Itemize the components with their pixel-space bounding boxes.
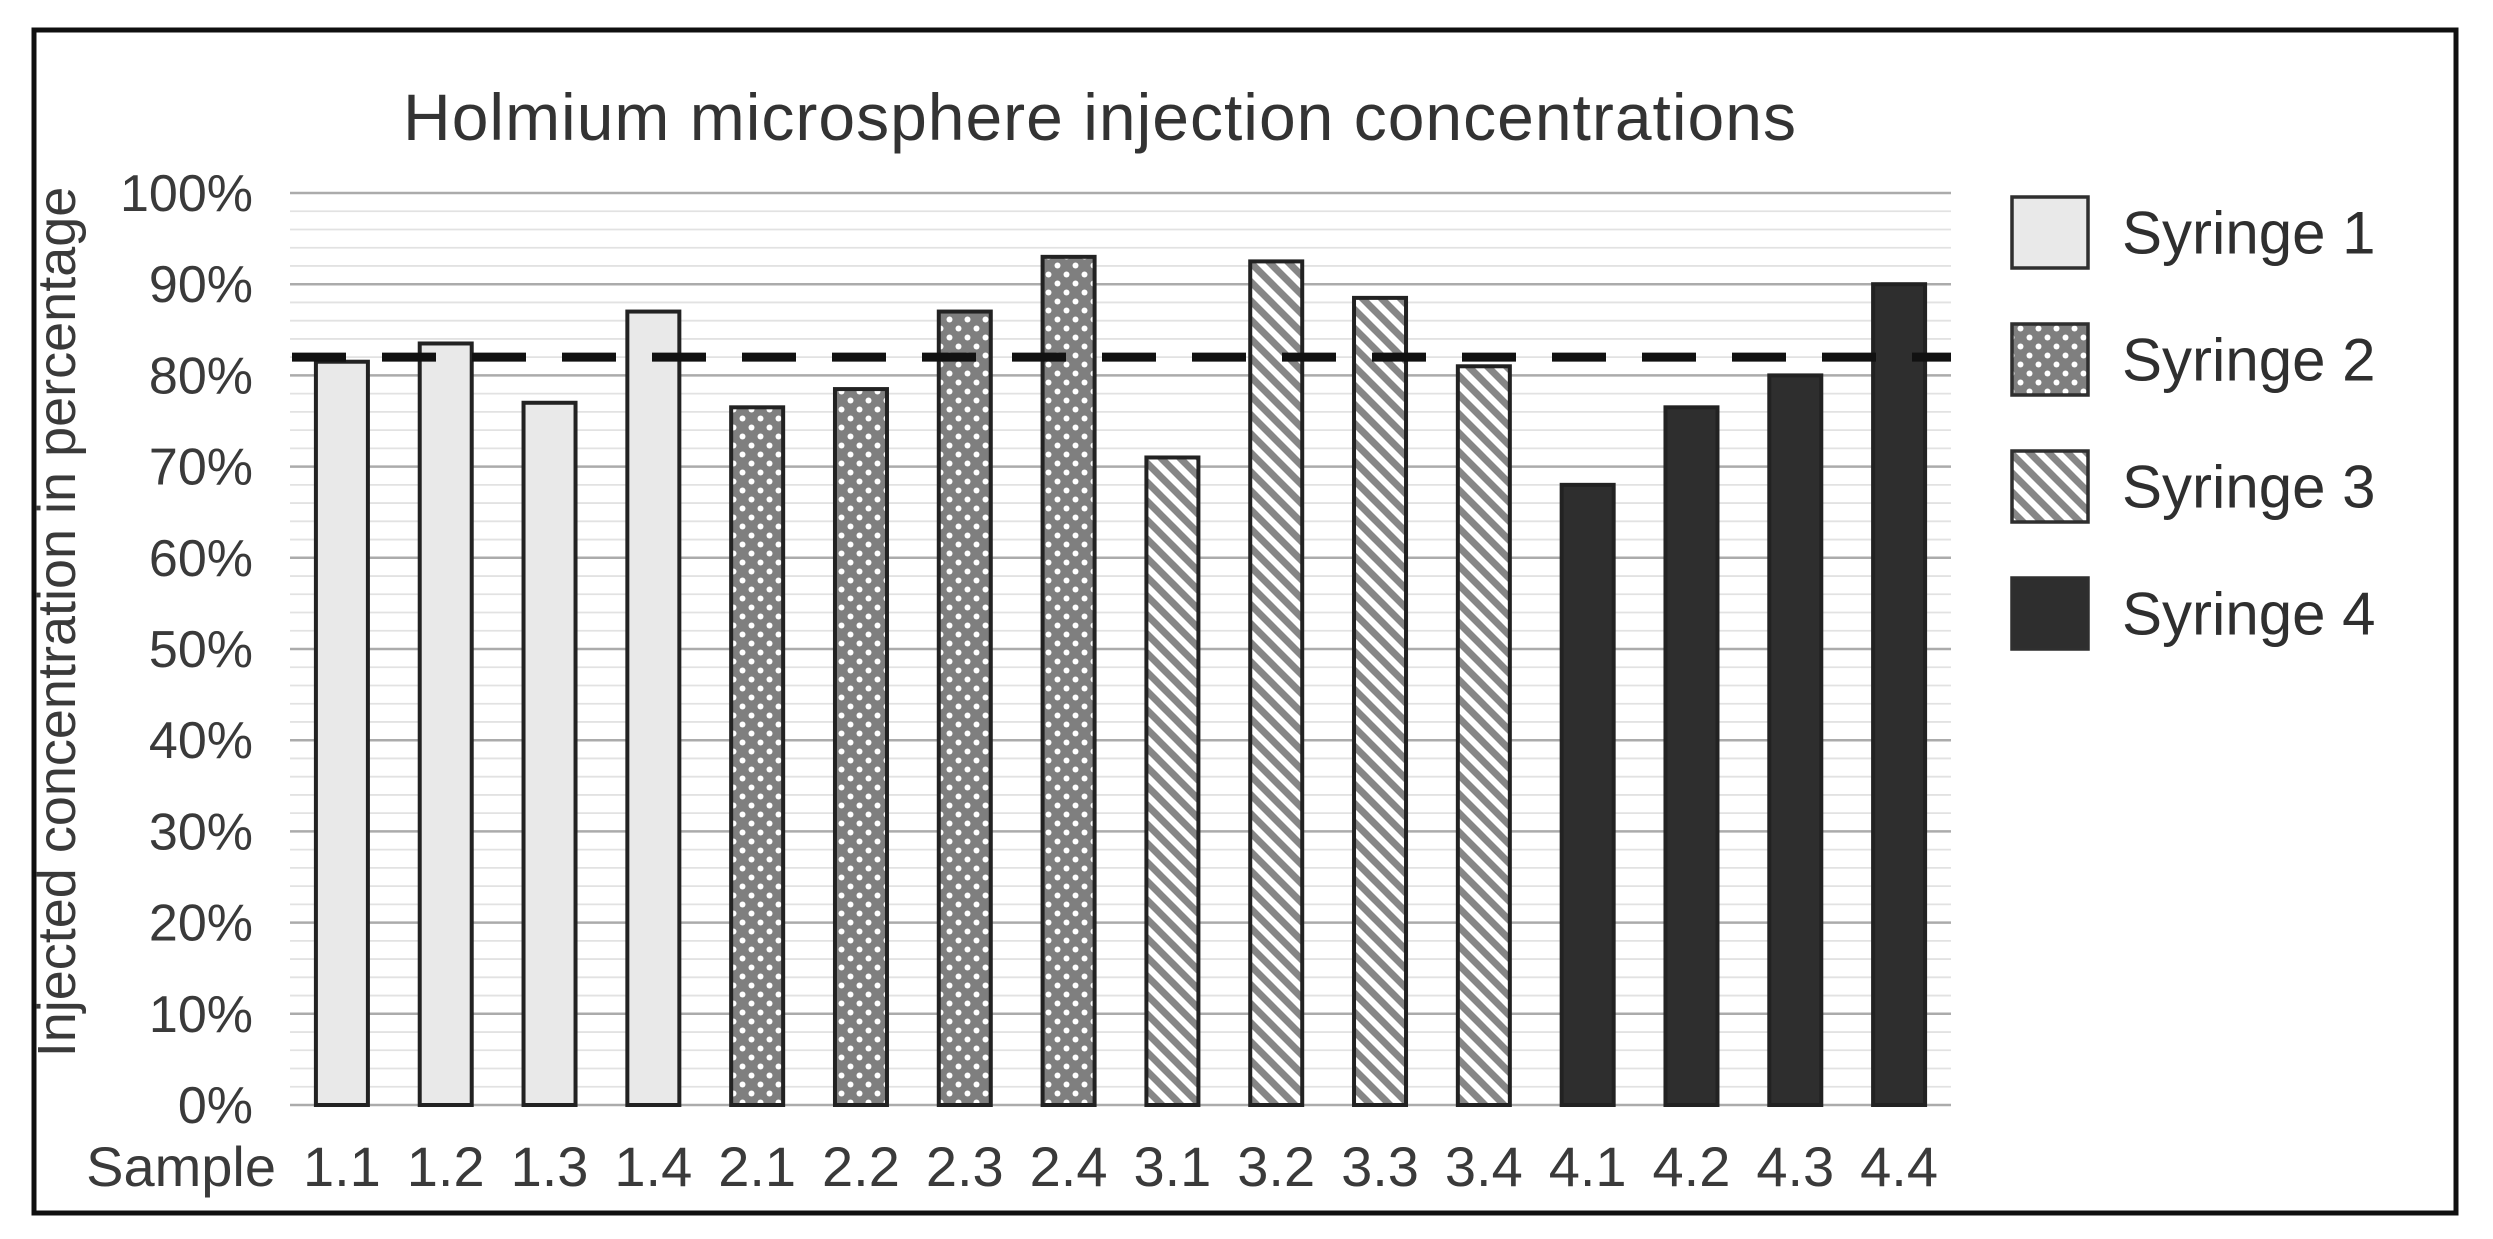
y-tick-label-30%: 30% bbox=[149, 803, 253, 861]
chart-frame bbox=[31, 27, 2459, 1216]
x-tick-label-2.2: 2.2 bbox=[822, 1135, 900, 1198]
bar-4.4 bbox=[1871, 282, 1928, 1107]
legend-label-syringe-3: Syringe 3 bbox=[2122, 454, 2375, 521]
legend-label-syringe-2: Syringe 2 bbox=[2122, 327, 2375, 394]
x-tick-label-1.4: 1.4 bbox=[614, 1135, 692, 1198]
y-axis-title: Injected concentration in percentage bbox=[27, 187, 87, 1058]
bar-4.2 bbox=[1663, 405, 1720, 1107]
x-tick-label-4.2: 4.2 bbox=[1653, 1135, 1731, 1198]
y-tick-labels-layer: 100% 90% 80% 70% 60% 50% 40% 30% 20% 10% 0% bbox=[120, 165, 253, 1135]
legend-swatch-syringe-4 bbox=[2010, 576, 2090, 651]
y-tick-label-10%: 10% bbox=[149, 986, 253, 1044]
x-tick-label-3.4: 3.4 bbox=[1445, 1135, 1523, 1198]
bar-3.2 bbox=[1248, 259, 1305, 1107]
x-tick-label-4.4: 4.4 bbox=[1860, 1135, 1938, 1198]
bar-1.1 bbox=[313, 359, 370, 1108]
x-tick-label-2.1: 2.1 bbox=[718, 1135, 796, 1198]
bar-1.4 bbox=[625, 309, 682, 1107]
y-tick-label-70%: 70% bbox=[149, 439, 253, 497]
y-tick-label-20%: 20% bbox=[149, 895, 253, 953]
legend-swatch-syringe-1 bbox=[2010, 195, 2090, 270]
bar-1.2 bbox=[417, 341, 474, 1108]
x-tick-label-4.1: 4.1 bbox=[1549, 1135, 1627, 1198]
bar-3.4 bbox=[1455, 364, 1512, 1107]
legend-label-syringe-4: Syringe 4 bbox=[2122, 581, 2375, 648]
x-tick-label-2.3: 2.3 bbox=[926, 1135, 1004, 1198]
bar-4.3 bbox=[1767, 373, 1824, 1107]
bar-2.1 bbox=[729, 405, 786, 1107]
x-tick-label-3.1: 3.1 bbox=[1133, 1135, 1211, 1198]
x-tick-label-1.2: 1.2 bbox=[407, 1135, 485, 1198]
y-tick-label-100%: 100% bbox=[120, 165, 253, 223]
bar-1.3 bbox=[521, 400, 578, 1107]
bar-2.4 bbox=[1040, 254, 1097, 1107]
chart-title: Holmium microsphere injection concentrat… bbox=[403, 80, 1797, 154]
bar-2.2 bbox=[832, 387, 889, 1107]
x-tick-label-3.3: 3.3 bbox=[1341, 1135, 1419, 1198]
x-tick-labels-layer: 1.1 1.2 1.3 1.4 2.1 2.2 2.3 2.4 3.1 3.2 3.3 3.4 4.1 4… bbox=[303, 1135, 1938, 1198]
x-tick-label-1.1: 1.1 bbox=[303, 1135, 381, 1198]
legend-swatch-syringe-2 bbox=[2010, 322, 2090, 397]
y-tick-label-0%: 0% bbox=[178, 1077, 253, 1135]
y-tick-label-80%: 80% bbox=[149, 347, 253, 405]
bar-4.1 bbox=[1559, 482, 1616, 1107]
y-tick-label-50%: 50% bbox=[149, 621, 253, 679]
bars-layer bbox=[313, 254, 1928, 1108]
x-tick-label-4.3: 4.3 bbox=[1756, 1135, 1834, 1198]
legend-label-syringe-1: Syringe 1 bbox=[2122, 200, 2375, 267]
bar-2.3 bbox=[936, 309, 993, 1107]
bar-3.3 bbox=[1352, 295, 1409, 1107]
x-tick-label-3.2: 3.2 bbox=[1237, 1135, 1315, 1198]
y-tick-label-40%: 40% bbox=[149, 712, 253, 770]
x-tick-label-1.3: 1.3 bbox=[511, 1135, 589, 1198]
bar-3.1 bbox=[1144, 455, 1201, 1108]
y-tick-label-90%: 90% bbox=[149, 256, 253, 314]
x-tick-label-2.4: 2.4 bbox=[1030, 1135, 1108, 1198]
y-tick-label-60%: 60% bbox=[149, 530, 253, 588]
x-axis-title: Sample bbox=[86, 1135, 276, 1198]
legend-swatch-syringe-3 bbox=[2010, 449, 2090, 524]
legend-layer: Syringe 1 Syringe 2 Syringe 3 Syringe 4 bbox=[2010, 195, 2375, 651]
